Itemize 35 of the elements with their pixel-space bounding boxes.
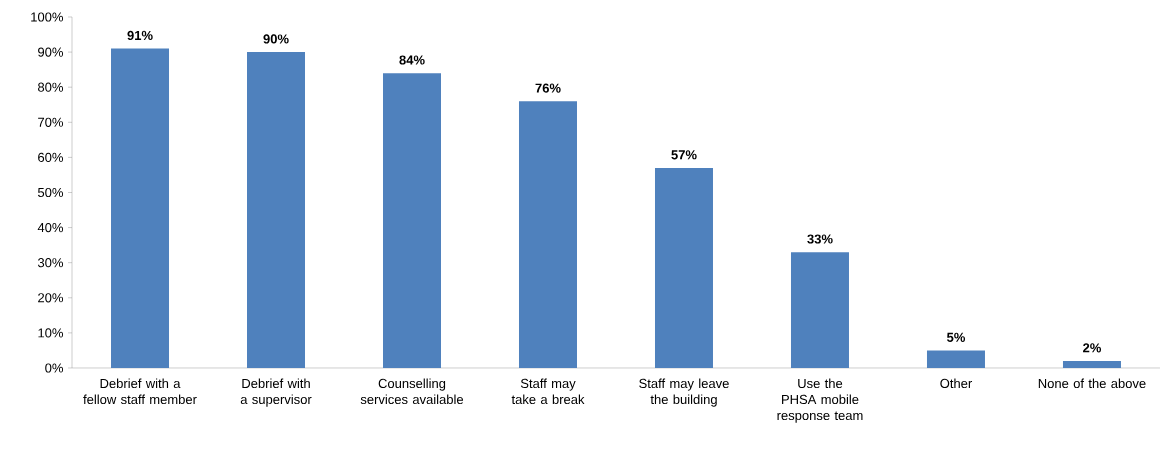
data-label: 33% — [807, 234, 833, 244]
x-tick-label: Other — [940, 378, 973, 389]
bar — [247, 52, 305, 368]
data-label: 84% — [399, 55, 425, 65]
y-tick-label: 50% — [37, 187, 64, 198]
x-tick-label: Use the PHSA mobile response team — [777, 378, 863, 423]
x-tick-label: Staff may leave the building — [639, 378, 729, 407]
bar — [518, 101, 577, 368]
data-label: 2% — [1083, 343, 1102, 353]
y-tick-label: 20% — [38, 293, 64, 303]
bar — [790, 252, 849, 368]
y-tick-label: 60% — [38, 152, 64, 162]
bar — [654, 167, 713, 368]
data-label: 76% — [535, 83, 561, 93]
bar — [1062, 360, 1121, 368]
x-tick-label: Counselling services available — [360, 378, 464, 405]
y-tick-label: 10% — [38, 328, 64, 338]
y-tick-label: 0% — [45, 363, 64, 373]
y-tick-label: 90% — [38, 47, 64, 57]
x-tick-label: None of the above — [1038, 378, 1146, 389]
data-label: 57% — [671, 150, 697, 160]
bar — [383, 73, 441, 368]
bar — [111, 48, 170, 368]
data-label: 90% — [263, 34, 289, 44]
y-tick-label: 70% — [38, 117, 64, 127]
x-tick-label: Debrief with a fellow staff member — [83, 378, 197, 405]
y-tick-label: 80% — [38, 82, 64, 92]
x-tick-label: Debrief with a supervisor — [240, 378, 312, 407]
y-tick-label: 100% — [31, 12, 64, 22]
data-label: 91% — [127, 30, 153, 41]
y-tick-label: 40% — [37, 222, 64, 233]
y-tick-label: 30% — [37, 258, 64, 268]
x-tick-label: Staff may take a break — [511, 378, 585, 405]
bar — [926, 350, 985, 368]
data-label: 5% — [946, 332, 966, 342]
